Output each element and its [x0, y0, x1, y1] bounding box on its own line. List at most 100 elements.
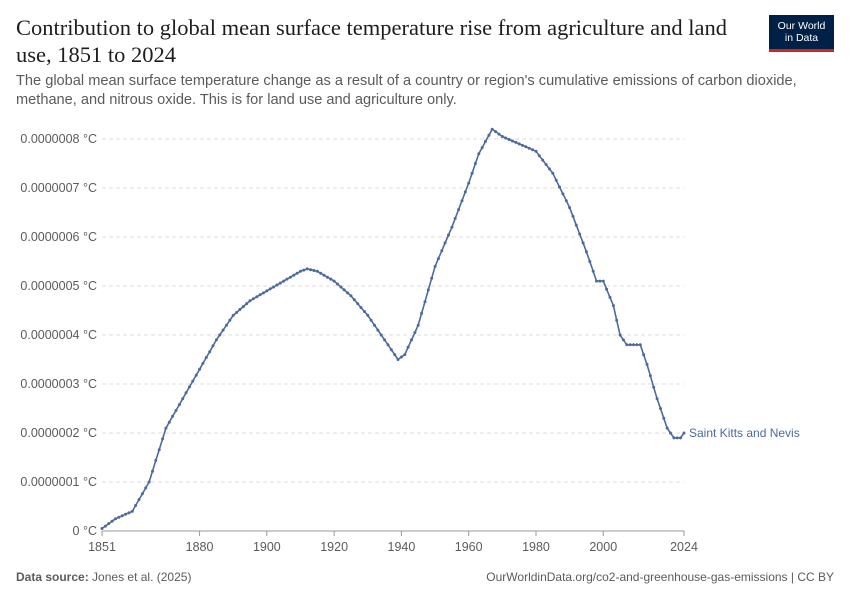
- y-tick-label: 0.0000004 °C: [20, 328, 97, 342]
- data-point: [366, 313, 370, 317]
- data-point: [457, 208, 461, 212]
- data-point: [537, 154, 541, 158]
- data-point: [443, 241, 447, 245]
- data-point: [235, 311, 239, 314]
- data-point: [312, 269, 316, 272]
- data-point: [214, 338, 218, 342]
- data-point: [295, 271, 299, 275]
- x-tick-label: 1980: [522, 540, 550, 554]
- data-point: [346, 291, 350, 295]
- data-point: [628, 343, 632, 347]
- data-point: [262, 291, 265, 295]
- data-point: [420, 311, 424, 315]
- data-source: Data source: Jones et al. (2025): [16, 570, 191, 584]
- data-point: [282, 279, 286, 283]
- data-point: [605, 287, 609, 291]
- data-point: [386, 343, 390, 347]
- data-point: [181, 397, 185, 401]
- data-point: [221, 328, 225, 332]
- data-point: [154, 458, 158, 462]
- data-point: [642, 353, 646, 357]
- data-point: [399, 355, 403, 359]
- data-point: [430, 276, 434, 280]
- data-point: [504, 136, 508, 140]
- data-point: [218, 333, 222, 337]
- data-point: [151, 469, 154, 473]
- data-point: [521, 143, 524, 147]
- data-point: [450, 225, 454, 229]
- y-tick-label: 0 °C: [73, 524, 97, 538]
- data-point: [564, 199, 568, 203]
- data-point: [194, 373, 198, 377]
- data-point: [339, 285, 343, 289]
- data-point: [309, 268, 313, 272]
- data-point: [184, 391, 188, 395]
- data-source-link[interactable]: Jones et al. (2025): [92, 570, 192, 584]
- data-source-label: Data source:: [16, 570, 89, 584]
- data-point: [329, 277, 333, 281]
- data-point: [110, 519, 114, 523]
- data-point: [140, 492, 144, 496]
- data-point: [177, 403, 181, 407]
- data-point: [447, 233, 450, 237]
- data-point: [285, 277, 289, 281]
- data-point: [403, 353, 407, 357]
- data-point: [231, 313, 235, 317]
- data-point: [534, 149, 538, 153]
- chart-subtitle: The global mean surface temperature chan…: [16, 73, 797, 108]
- data-point: [393, 353, 397, 357]
- footer-attribution[interactable]: OurWorldinData.org/co2-and-greenhouse-ga…: [486, 570, 834, 584]
- data-point: [322, 273, 326, 277]
- data-point: [662, 416, 666, 420]
- data-point: [618, 333, 622, 337]
- data-point: [598, 279, 602, 283]
- data-point: [669, 431, 672, 435]
- data-point: [544, 163, 548, 166]
- data-point: [470, 171, 474, 175]
- data-point: [332, 279, 336, 283]
- data-point: [107, 522, 111, 526]
- data-point: [325, 275, 329, 279]
- data-point: [638, 343, 642, 347]
- data-point: [655, 397, 659, 401]
- y-tick-label: 0.0000003 °C: [20, 377, 97, 391]
- data-point: [494, 130, 498, 134]
- data-point: [632, 343, 635, 347]
- data-point: [554, 178, 558, 182]
- data-point: [581, 241, 585, 245]
- data-point: [547, 167, 551, 171]
- data-point: [356, 302, 360, 306]
- data-point: [241, 305, 245, 309]
- data-point: [571, 214, 575, 218]
- y-tick-label: 0.0000005 °C: [20, 279, 97, 293]
- x-tick-label: 2024: [670, 540, 698, 554]
- data-point: [463, 190, 467, 194]
- data-point: [473, 162, 477, 165]
- data-point: [477, 152, 481, 156]
- data-point: [204, 356, 208, 359]
- data-point: [137, 498, 141, 502]
- data-point: [127, 511, 131, 515]
- x-tick-label: 1900: [253, 540, 281, 554]
- data-point: [225, 323, 228, 327]
- data-point: [268, 287, 272, 291]
- data-point: [171, 414, 175, 418]
- data-point: [362, 310, 366, 313]
- owid-logo[interactable]: Our World in Data: [769, 15, 834, 52]
- data-point: [625, 343, 629, 347]
- data-point: [423, 300, 427, 304]
- data-point: [406, 345, 410, 349]
- data-point: [147, 480, 151, 484]
- data-point: [568, 206, 572, 210]
- data-point: [251, 297, 255, 301]
- data-point: [265, 289, 269, 293]
- data-point: [665, 426, 669, 430]
- series-label: Saint Kitts and Nevis: [689, 426, 800, 440]
- data-point: [621, 338, 625, 342]
- data-point: [188, 385, 191, 389]
- data-point: [410, 338, 413, 342]
- data-point: [659, 407, 662, 410]
- data-point: [228, 318, 232, 322]
- data-point: [302, 268, 306, 272]
- data-point: [198, 367, 202, 371]
